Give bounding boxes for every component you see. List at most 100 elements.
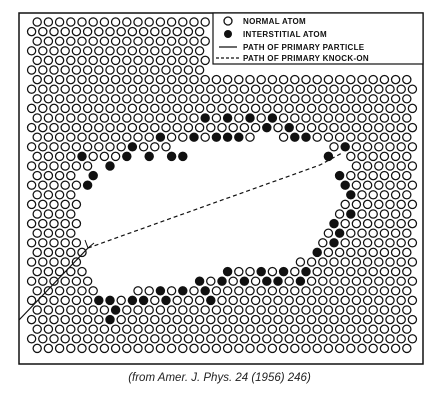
normal-atom [110, 55, 121, 66]
normal-atom [357, 228, 367, 238]
normal-atom [161, 122, 171, 133]
normal-atom [122, 36, 132, 46]
legend-box: NORMAL ATOM INTERSTITIAL ATOM PATH OF PR… [212, 12, 424, 65]
normal-atom [60, 180, 70, 190]
normal-atom [26, 26, 37, 37]
normal-atom [77, 247, 87, 258]
normal-atom [60, 142, 70, 152]
normal-atom [66, 113, 76, 123]
normal-atom [290, 286, 300, 296]
normal-atom [43, 228, 54, 238]
normal-atom [379, 74, 390, 85]
normal-atom [351, 238, 362, 248]
normal-atom [245, 286, 255, 296]
normal-atom [99, 324, 110, 334]
normal-atom [172, 295, 182, 306]
normal-atom [362, 314, 373, 325]
normal-atom [26, 334, 37, 344]
normal-atom [385, 295, 395, 306]
normal-atom [110, 132, 121, 142]
normal-atom [110, 94, 121, 104]
interstitial-atom [77, 151, 87, 162]
normal-atom [172, 122, 182, 133]
normal-atom [234, 286, 244, 296]
normal-atom [26, 122, 37, 133]
normal-atom [178, 113, 188, 123]
normal-atom [60, 161, 70, 171]
normal-atom [49, 218, 59, 229]
normal-atom [368, 286, 378, 296]
normal-atom [390, 286, 401, 296]
normal-atom [88, 305, 98, 315]
normal-atom [99, 113, 110, 123]
normal-atom [183, 84, 194, 94]
normal-atom [183, 46, 194, 56]
normal-atom [43, 305, 54, 315]
normal-atom [323, 132, 334, 142]
normal-atom [133, 324, 143, 334]
normal-atom [43, 94, 54, 104]
normal-atom [150, 142, 160, 152]
normal-atom [38, 65, 48, 75]
normal-atom [116, 142, 126, 152]
normal-atom [385, 257, 395, 267]
normal-atom [334, 113, 345, 123]
normal-atom [402, 343, 412, 354]
normal-atom [245, 305, 255, 315]
normal-atom [306, 276, 317, 286]
normal-atom [49, 180, 59, 190]
normal-atom [312, 343, 322, 354]
normal-atom [239, 314, 250, 325]
normal-atom [60, 122, 70, 133]
normal-atom [295, 103, 306, 114]
normal-atom [340, 257, 350, 267]
normal-atom [301, 305, 311, 315]
normal-atom [407, 161, 418, 171]
normal-atom [155, 305, 166, 315]
normal-atom [234, 74, 244, 85]
normal-atom [234, 343, 244, 354]
normal-atom [38, 142, 48, 152]
normal-atom [77, 286, 87, 296]
normal-atom [211, 74, 222, 85]
normal-atom [407, 276, 418, 286]
normal-atom [88, 36, 98, 46]
normal-atom [144, 55, 154, 66]
normal-atom [407, 218, 418, 229]
interstitial-atom [110, 305, 121, 315]
normal-atom [99, 343, 110, 354]
normal-atom [138, 314, 149, 325]
normal-atom [402, 190, 412, 200]
normal-atom [26, 257, 37, 267]
normal-atom [49, 276, 59, 286]
normal-atom [66, 151, 76, 162]
normal-atom [38, 103, 48, 114]
normal-atom [138, 103, 149, 114]
normal-atom [295, 295, 306, 306]
normal-atom [357, 170, 367, 181]
normal-atom [110, 113, 121, 123]
normal-atom [66, 266, 76, 277]
normal-atom [77, 132, 87, 142]
interstitial-atom [340, 142, 350, 152]
normal-atom [110, 17, 121, 27]
normal-atom [26, 142, 37, 152]
normal-atom [334, 94, 345, 104]
normal-atom [407, 142, 418, 152]
normal-atom [306, 295, 317, 306]
interstitial-atom [295, 276, 306, 286]
normal-atom [262, 314, 272, 325]
normal-atom [374, 103, 384, 114]
normal-atom [49, 142, 59, 152]
normal-atom [200, 324, 210, 334]
normal-atom [362, 199, 373, 210]
normal-atom [206, 276, 216, 286]
normal-atom [133, 74, 143, 85]
normal-atom [161, 334, 171, 344]
normal-atom [99, 94, 110, 104]
normal-atom [66, 247, 76, 258]
interstitial-atom [178, 286, 188, 296]
normal-atom [374, 199, 384, 210]
normal-atom [250, 295, 261, 306]
normal-atom [99, 132, 110, 142]
